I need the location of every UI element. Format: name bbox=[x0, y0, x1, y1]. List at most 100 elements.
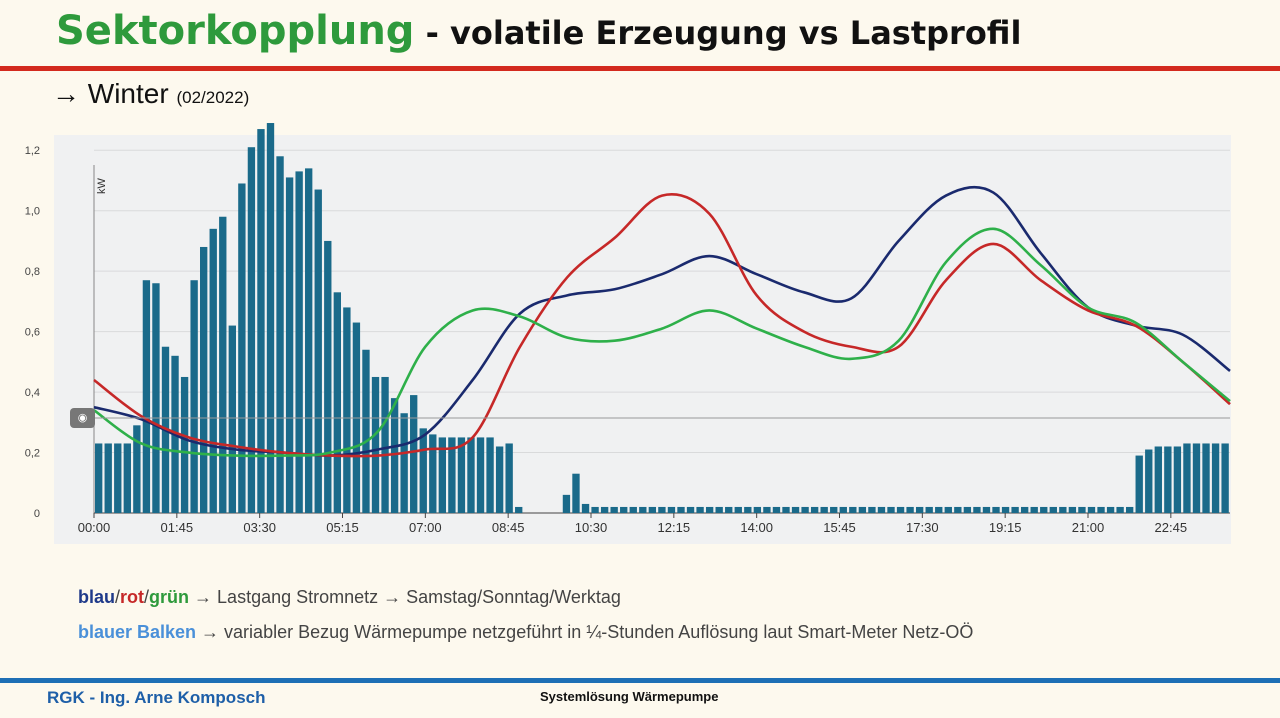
bar bbox=[133, 425, 141, 513]
y-tick-label: 0 bbox=[34, 508, 40, 520]
bar bbox=[1221, 443, 1229, 513]
bar bbox=[810, 506, 819, 513]
bar bbox=[1164, 446, 1172, 513]
bar bbox=[830, 506, 838, 513]
bar bbox=[371, 376, 380, 513]
bar bbox=[1145, 449, 1153, 513]
bar bbox=[266, 123, 275, 514]
bar bbox=[209, 228, 217, 514]
bar bbox=[877, 506, 886, 513]
bar bbox=[915, 506, 924, 513]
bar bbox=[591, 506, 599, 513]
footer-divider bbox=[0, 678, 1280, 683]
bar bbox=[381, 376, 389, 513]
x-tick-label: 01:45 bbox=[161, 520, 194, 535]
bar bbox=[343, 307, 351, 513]
legend-lines: blau/rot/grün → Lastgang Stromnetz → Sam… bbox=[78, 587, 621, 608]
legend-sep2: / bbox=[144, 587, 150, 607]
bar bbox=[782, 506, 790, 513]
bar bbox=[1020, 506, 1029, 513]
bar bbox=[515, 506, 523, 513]
bar bbox=[639, 506, 647, 513]
x-tick-label: 08:45 bbox=[492, 520, 525, 535]
bar bbox=[495, 446, 504, 513]
bar bbox=[448, 437, 456, 513]
bar bbox=[429, 434, 437, 513]
bar bbox=[1173, 446, 1182, 513]
bar bbox=[868, 506, 876, 513]
subtitle: → Winter (02/2022) bbox=[52, 78, 249, 110]
bar bbox=[620, 506, 628, 513]
bar bbox=[963, 506, 972, 513]
bar bbox=[858, 506, 867, 513]
bar bbox=[476, 437, 485, 513]
bar bbox=[1040, 506, 1048, 513]
bar bbox=[247, 147, 256, 513]
bar bbox=[572, 473, 580, 513]
x-tick-label: 00:00 bbox=[78, 520, 111, 535]
bar bbox=[238, 183, 246, 513]
bar bbox=[562, 494, 571, 513]
bar bbox=[1125, 506, 1134, 513]
bar bbox=[1049, 506, 1057, 513]
bar bbox=[419, 428, 427, 513]
bar bbox=[200, 246, 208, 513]
slide-title: Sektorkopplung - volatile Erzeugung vs L… bbox=[56, 8, 1021, 54]
bar bbox=[123, 443, 131, 513]
bar bbox=[992, 506, 1000, 513]
legend-line2-text: → variabler Bezug Wärmepumpe netzgeführt… bbox=[196, 622, 974, 642]
bar bbox=[305, 168, 313, 513]
x-tick-label: 12:15 bbox=[658, 520, 691, 535]
legend-red: rot bbox=[120, 587, 145, 607]
bar bbox=[600, 506, 609, 513]
x-tick-label: 07:00 bbox=[409, 520, 442, 535]
bar bbox=[935, 506, 943, 513]
bar bbox=[1192, 443, 1201, 513]
bar bbox=[276, 156, 284, 513]
subtitle-season: → Winter bbox=[52, 78, 169, 109]
bar bbox=[457, 437, 466, 513]
title-divider bbox=[0, 66, 1280, 71]
bar bbox=[390, 398, 399, 513]
bar bbox=[467, 437, 475, 513]
bar bbox=[667, 506, 676, 513]
series-line-sonntag bbox=[93, 193, 1231, 458]
bar bbox=[954, 506, 962, 513]
bar bbox=[1001, 506, 1010, 513]
y-tick-label: 0,8 bbox=[25, 266, 40, 278]
legend-bar-label: blauer Balken bbox=[78, 622, 197, 642]
bar bbox=[696, 506, 704, 513]
bar bbox=[324, 240, 332, 513]
bar bbox=[944, 506, 952, 513]
bar bbox=[486, 437, 494, 513]
bar bbox=[333, 292, 342, 513]
bar bbox=[400, 413, 408, 513]
bar bbox=[820, 506, 828, 513]
bar bbox=[925, 506, 933, 513]
legend-line1-text: → Lastgang Stromnetz → Samstag/Sonntag/W… bbox=[189, 587, 621, 607]
camera-icon[interactable]: ◉ bbox=[70, 408, 95, 428]
bar bbox=[285, 177, 294, 513]
bar bbox=[1097, 506, 1105, 513]
bar bbox=[142, 280, 151, 513]
bar bbox=[705, 506, 714, 513]
bar bbox=[1154, 446, 1162, 513]
bar bbox=[1135, 455, 1143, 513]
bar bbox=[1078, 506, 1086, 513]
legend-green: grün bbox=[149, 587, 190, 607]
x-tick-label: 19:15 bbox=[989, 520, 1022, 535]
bar bbox=[438, 437, 447, 513]
bar bbox=[610, 506, 618, 513]
bar bbox=[152, 283, 160, 513]
x-tick-label: 14:00 bbox=[740, 520, 773, 535]
bar bbox=[677, 506, 685, 513]
bar bbox=[1211, 443, 1220, 513]
bar bbox=[362, 349, 370, 513]
subtitle-date: (02/2022) bbox=[176, 88, 250, 107]
y-tick-label: 0,2 bbox=[25, 448, 40, 460]
bar bbox=[95, 443, 103, 513]
bar bbox=[314, 189, 322, 513]
bar bbox=[839, 506, 847, 513]
bar bbox=[791, 506, 800, 513]
bar bbox=[581, 503, 590, 513]
